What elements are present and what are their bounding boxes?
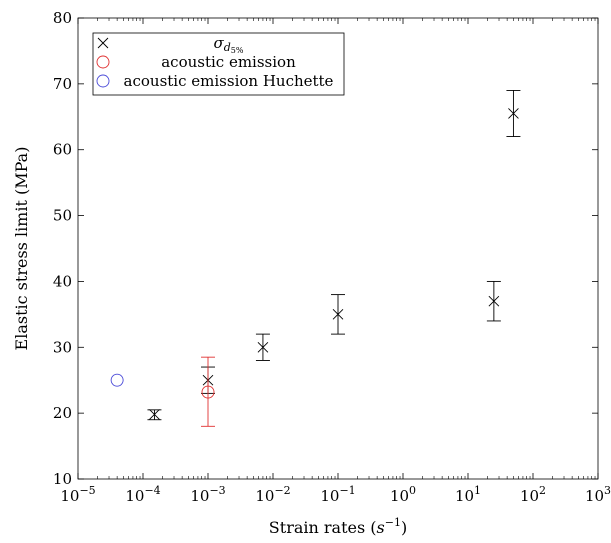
y-tick-label: 10 (53, 470, 72, 488)
y-axis-label: Elastic stress limit (MPa) (12, 147, 31, 351)
y-tick-label: 40 (53, 272, 72, 290)
tick-marks (77, 17, 599, 480)
y-tick-label: 80 (53, 9, 72, 27)
x-axis-label: Strain rates (s−1) (269, 516, 407, 537)
legend-label: σd5% (214, 34, 244, 55)
legend-marker (96, 55, 110, 69)
legend-box (92, 32, 345, 96)
x-tick-label: 10−2 (255, 484, 290, 505)
legend-label: acoustic emission (161, 53, 296, 71)
x-tick-label: 10−1 (320, 484, 355, 505)
data-point-marker (110, 373, 124, 387)
x-tick-label: 10−5 (60, 484, 95, 505)
axis-labels: Strain rates (s−1) Elastic stress limit (… (12, 147, 407, 537)
series-2 (110, 373, 124, 387)
data-point-marker (257, 341, 269, 353)
x-tick-label: 10−3 (190, 484, 225, 505)
legend-label: acoustic emission Huchette (124, 72, 334, 90)
x-tick-label: 102 (520, 484, 546, 505)
x-tick-label: 103 (585, 484, 611, 505)
data-point-marker (149, 409, 160, 420)
series-0 (147, 89, 521, 421)
data-point-marker (201, 385, 215, 399)
y-tick-label: 70 (53, 75, 72, 93)
legend-marker (97, 37, 109, 49)
y-tick-label: 20 (53, 404, 72, 422)
data-point-marker (332, 309, 344, 320)
y-tick-label: 60 (53, 141, 72, 159)
series-1 (201, 356, 215, 427)
x-tick-label: 10−4 (125, 484, 160, 505)
data-point-marker (508, 108, 519, 119)
data-points (110, 89, 521, 427)
y-tick-label: 50 (53, 207, 72, 225)
x-tick-label: 100 (390, 484, 416, 505)
y-tick-label: 30 (53, 338, 72, 356)
legend-marker (96, 74, 110, 88)
x-tick-label: 101 (455, 484, 481, 505)
tick-labels: 10−5 10−4 10−3 10−2 10−1 100 101 102 103 10 20 30 40… (53, 9, 611, 505)
data-point-marker (488, 295, 500, 307)
